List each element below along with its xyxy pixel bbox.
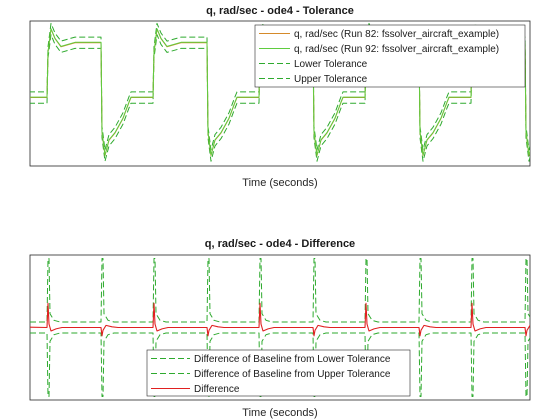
legend-label: q, rad/sec (Run 92: fssolver_aircraft_ex… [294,44,499,55]
legend-label: Difference of Baseline from Lower Tolera… [194,354,391,365]
chart-title: q, rad/sec - ode4 - Tolerance [206,5,354,17]
x-axis-label: Time (seconds) [242,177,317,189]
tolerance-chart: q, rad/sec - ode4 - Tolerance Time (seco… [29,5,531,189]
upper-tolerance-difference-line [30,258,530,323]
legend-label: Lower Tolerance [294,59,368,70]
difference-chart: q, rad/sec - ode4 - Difference Time (sec… [29,238,531,419]
lower-tolerance-difference-line [30,332,530,397]
legend-box [146,349,411,397]
legend-label: Upper Tolerance [294,74,368,85]
legend: Difference of Baseline from Lower Tolera… [146,349,411,397]
legend: q, rad/sec (Run 82: fssolver_aircraft_ex… [254,24,526,88]
legend-box [254,24,526,88]
plot-lines [30,258,530,397]
legend-label: q, rad/sec (Run 82: fssolver_aircraft_ex… [294,29,499,40]
legend-label: Difference of Baseline from Upper Tolera… [194,369,391,380]
chart-title: q, rad/sec - ode4 - Difference [205,238,355,250]
legend-label: Difference [194,384,240,395]
difference-line [30,302,530,337]
x-axis-label: Time (seconds) [242,407,317,419]
